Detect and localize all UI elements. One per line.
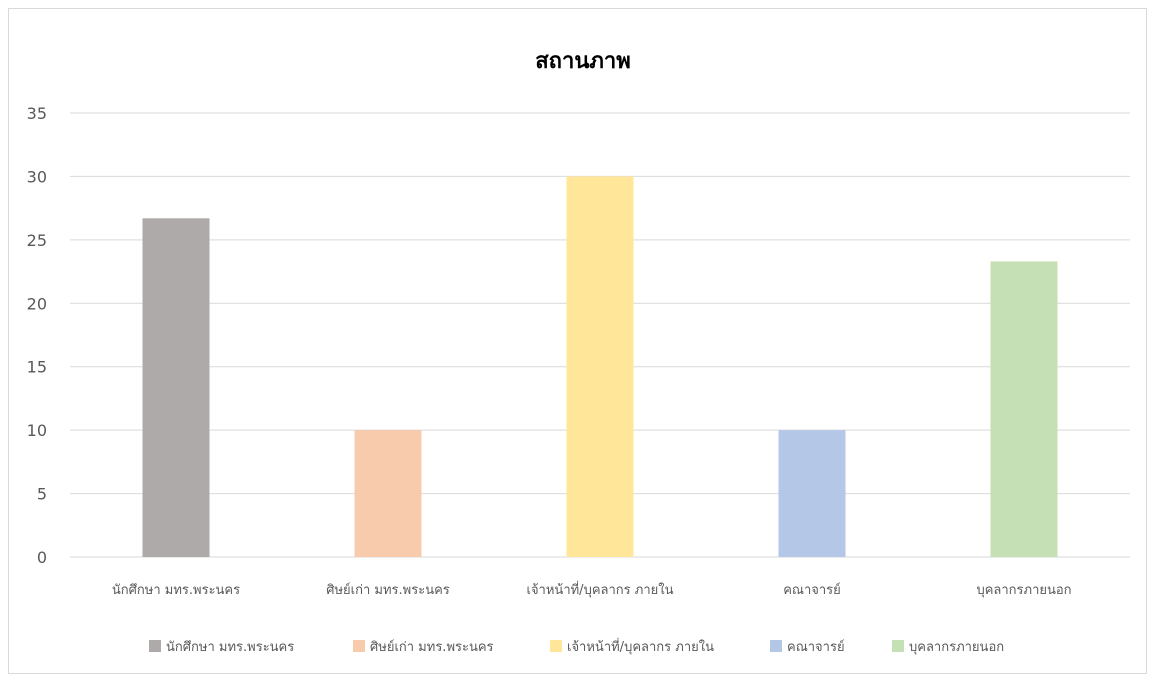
x-tick-label: ศิษย์เก่า มทร.พระนคร (326, 582, 450, 598)
y-tick-label: 10 (27, 421, 47, 440)
legend-label: ศิษย์เก่า มทร.พระนคร (370, 639, 494, 655)
y-tick-label: 35 (27, 104, 47, 123)
legend-swatch (550, 640, 562, 652)
bar (354, 430, 422, 557)
bar (142, 218, 210, 557)
legend-item: บุคลากรภายนอก (892, 640, 1004, 655)
legend-item: คณาจารย์ (770, 639, 845, 655)
legend-item: นักศึกษา มทร.พระนคร (149, 640, 294, 655)
x-tick-label: บุคลากรภายนอก (976, 583, 1071, 598)
y-tick-label: 20 (27, 294, 47, 313)
legend-label: เจ้าหน้าที่/บุคลากร ภายใน (567, 638, 714, 655)
x-tick-label: เจ้าหน้าที่/บุคลากร ภายใน (527, 581, 674, 598)
y-tick-label: 0 (37, 548, 47, 567)
bar (566, 176, 634, 557)
y-tick-label: 30 (27, 167, 47, 186)
bar (990, 261, 1058, 557)
legend-label: คณาจารย์ (787, 639, 845, 655)
y-tick-label: 25 (27, 231, 47, 250)
legend-item: เจ้าหน้าที่/บุคลากร ภายใน (550, 638, 714, 655)
legend-label: นักศึกษา มทร.พระนคร (166, 640, 294, 655)
bars (142, 176, 1058, 557)
chart-title: สถานภาพ (535, 49, 631, 74)
x-tick-label: คณาจารย์ (783, 582, 841, 598)
legend-label: บุคลากรภายนอก (909, 640, 1004, 655)
legend-swatch (892, 640, 904, 652)
bar (778, 430, 846, 557)
y-tick-label: 15 (27, 358, 47, 377)
legend-swatch (770, 640, 782, 652)
y-tick-label: 5 (37, 485, 47, 504)
legend: นักศึกษา มทร.พระนคร ศิษย์เก่า มทร.พระนคร เ… (149, 638, 1004, 655)
y-axis-ticks: 0 5 10 15 20 25 30 35 (27, 104, 47, 567)
x-tick-label: นักศึกษา มทร.พระนคร (112, 583, 240, 598)
x-axis-labels: นักศึกษา มทร.พระนคร ศิษย์เก่า มทร.พระนคร เ… (112, 581, 1072, 598)
legend-swatch (353, 640, 365, 652)
legend-item: ศิษย์เก่า มทร.พระนคร (353, 639, 494, 655)
legend-swatch (149, 640, 161, 652)
